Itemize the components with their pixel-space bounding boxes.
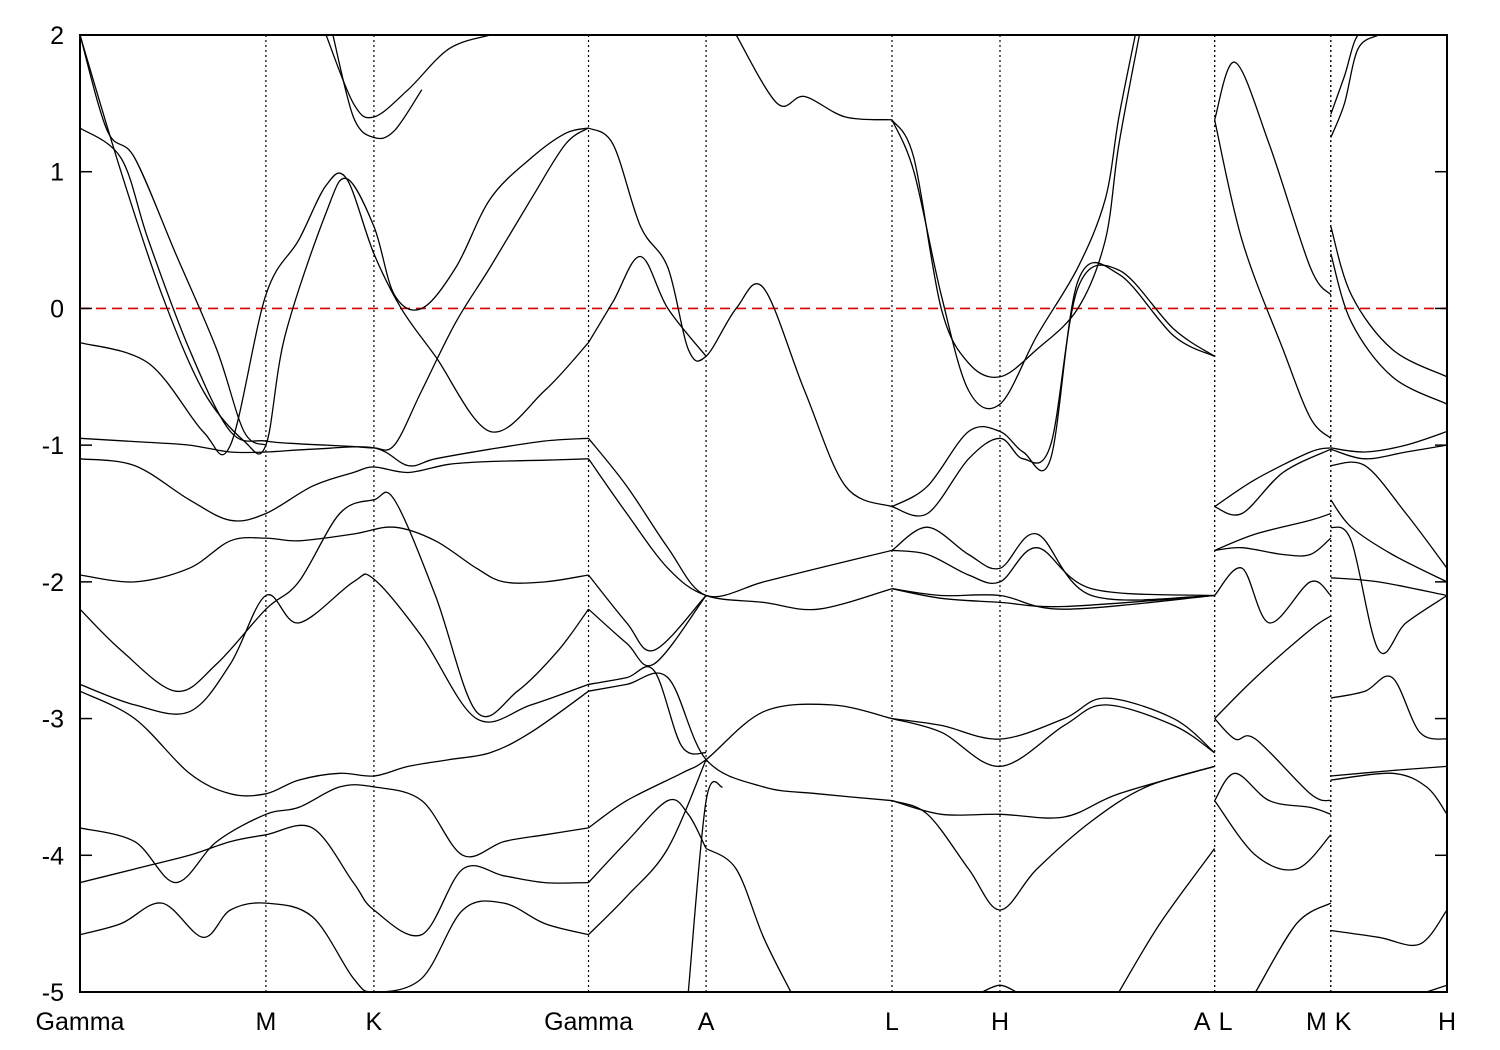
band-series-line (891, 588, 1215, 610)
band-series-line (1214, 447, 1331, 508)
y-axis-ticks: 2 1 0 -1 -2 -3 -4 -5 (42, 22, 1447, 1007)
band-series-line (80, 900, 589, 992)
x-tick-label: H (991, 1008, 1009, 1036)
band-series-line (687, 781, 724, 992)
band-series-line (1214, 718, 1331, 802)
band-series-line (332, 35, 423, 140)
band-series-line (1214, 800, 1332, 871)
band-series-line (1330, 444, 1447, 460)
band-series-line (891, 765, 1215, 819)
band-series-line (1214, 567, 1332, 624)
y-tick-label: -5 (42, 979, 64, 1007)
x-tick-label: Gamma (544, 1008, 633, 1036)
y-tick-label: 1 (50, 159, 64, 187)
band-series-line (891, 264, 1215, 517)
band-series-line (80, 491, 590, 718)
y-tick-label: -1 (42, 432, 64, 460)
band-series-line (1214, 772, 1332, 815)
band-series-line (588, 127, 893, 508)
high-symmetry-lines (265, 35, 1332, 992)
x-tick-label: M (1306, 1008, 1327, 1036)
x-tick-label: L (1219, 1008, 1233, 1036)
band-lines (80, 35, 1447, 992)
band-series-line (80, 437, 589, 467)
x-tick-label: M (255, 1008, 276, 1036)
band-series-line (1214, 537, 1332, 557)
band-series-line (1255, 902, 1332, 992)
y-tick-label: -4 (42, 842, 64, 870)
band-series-line (1426, 984, 1447, 992)
x-tick-label: K (1335, 1008, 1352, 1036)
band-series-line (1330, 577, 1447, 597)
band-series-line (587, 437, 893, 598)
band-series-line (587, 458, 893, 611)
x-tick-label: A (698, 1008, 715, 1036)
band-series-line (80, 35, 267, 446)
band-series-line (1330, 765, 1447, 777)
y-tick-label: -2 (42, 569, 64, 597)
band-series-line (1330, 909, 1447, 946)
band-series-line (588, 703, 893, 829)
x-tick-label: K (366, 1008, 383, 1036)
band-series-line (735, 35, 893, 121)
x-axis-labels: Gamma M K Gamma A L H A L M K H (36, 1008, 1456, 1036)
band-series-line (588, 759, 707, 936)
band-series-line (705, 847, 792, 992)
band-series-line (891, 35, 1136, 410)
x-tick-label: H (1438, 1008, 1456, 1036)
y-tick-label: 0 (50, 295, 64, 323)
band-series-line (891, 697, 1216, 754)
band-series-line (1330, 226, 1447, 378)
plot-frame (79, 34, 1448, 993)
y-tick-label: 2 (50, 22, 64, 50)
band-series-line (1214, 448, 1332, 516)
band-series-line (80, 573, 589, 723)
x-tick-label: A (1194, 1008, 1211, 1036)
x-tick-label: Gamma (36, 1008, 125, 1036)
band-series-line (1330, 430, 1447, 453)
band-series-line (891, 588, 1215, 608)
band-series-line (891, 704, 1215, 768)
band-series-line (588, 595, 707, 667)
band-series-line (80, 690, 589, 797)
band-series-line (891, 547, 1215, 597)
band-series-line (80, 526, 589, 584)
band-series-line (891, 35, 1141, 378)
band-series-line (1213, 119, 1332, 439)
band-series-line (1330, 526, 1447, 654)
band-series-line (1330, 35, 1379, 115)
band-series-line (1330, 253, 1447, 405)
band-series-line (981, 984, 1017, 992)
y-tick-label: -3 (42, 706, 64, 734)
band-series-line (1330, 772, 1447, 815)
band-series-line (588, 666, 707, 755)
band-series-line (1214, 512, 1332, 552)
band-series-line (588, 672, 893, 802)
band-series-line (1330, 35, 1379, 138)
band-series-line (80, 35, 589, 455)
band-series-line (325, 35, 491, 119)
band-series-line (1330, 675, 1447, 740)
band-series-line (80, 784, 589, 884)
band-series-line (1118, 848, 1216, 992)
band-series-line (891, 526, 1215, 601)
band-series-line (1330, 461, 1447, 569)
band-series-line (1213, 61, 1332, 296)
x-tick-label: L (885, 1008, 899, 1036)
band-series-line (1214, 615, 1332, 720)
band-series-line (891, 765, 1215, 911)
band-series-line (891, 261, 1215, 508)
band-series-line (587, 255, 707, 357)
band-series-line (588, 798, 707, 884)
band-series-line (80, 458, 589, 522)
band-series-line (80, 172, 589, 456)
band-series-line (587, 574, 707, 652)
band-series-line (1330, 499, 1447, 583)
band-series-line (80, 824, 589, 937)
